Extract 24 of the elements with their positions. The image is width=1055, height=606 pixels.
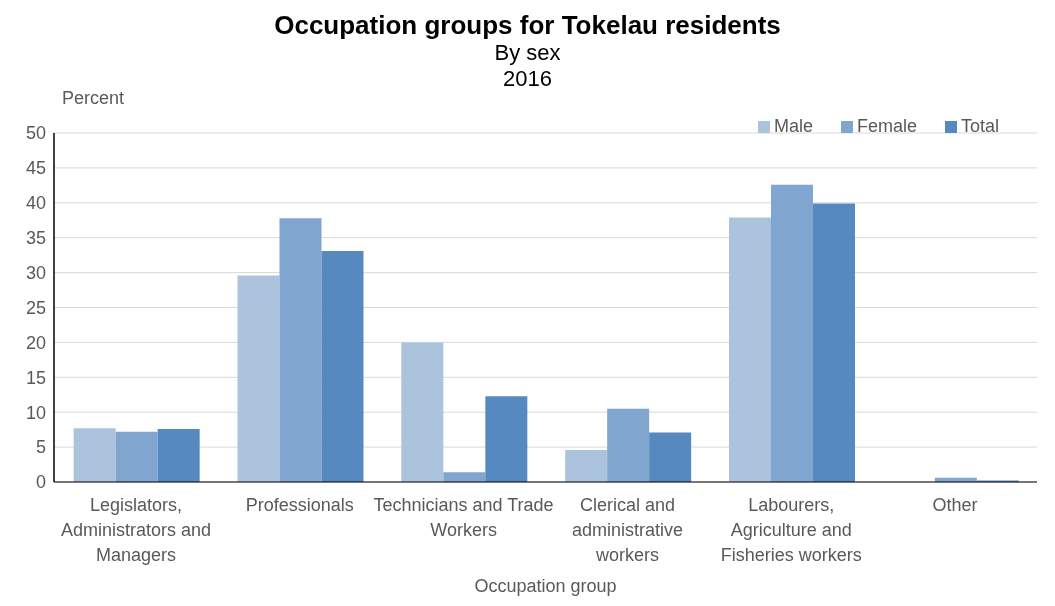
y-tick-label: 10	[25, 402, 46, 423]
y-tick-label: 20	[25, 332, 46, 353]
x-tick-label: Labourers, Agriculture and Fisheries workers	[720, 494, 862, 565]
y-tick-label: 50	[25, 123, 46, 144]
y-tick-label: 40	[25, 193, 46, 214]
x-tick-label: Clerical and administrative workers	[571, 494, 683, 565]
x-tick-label: Legislators, Administrators and Managers	[60, 494, 211, 565]
legend-label: Total	[960, 116, 999, 136]
chart-subtitle: By sex 2016	[493, 40, 562, 91]
y-tick-label: 15	[25, 367, 46, 388]
legend-label: Female	[856, 116, 917, 136]
x-tick-label: Professionals	[245, 494, 354, 515]
y-tick-label: 25	[25, 297, 46, 318]
x-tick-label: Other	[932, 494, 978, 515]
y-tick-label: 5	[35, 437, 46, 458]
y-axis-title: Percent	[62, 88, 125, 109]
y-tick-label: 0	[35, 472, 46, 493]
legend-label: Male	[773, 116, 813, 136]
x-tick-label: Technicians and Trade Workers	[373, 494, 554, 540]
y-tick-label: 35	[25, 228, 46, 249]
x-axis-title: Occupation group	[474, 576, 617, 596]
y-tick-label: 30	[25, 262, 46, 283]
y-tick-label: 45	[25, 158, 46, 179]
chart-title: Occupation groups for Tokelau residents	[273, 9, 782, 40]
